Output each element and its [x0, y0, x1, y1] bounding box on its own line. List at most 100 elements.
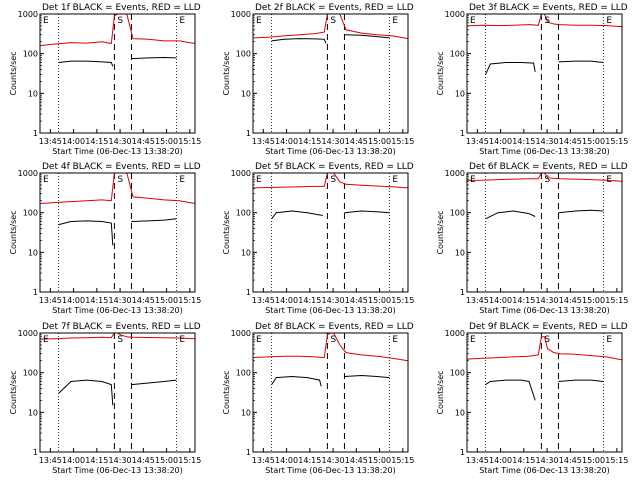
plot-area [467, 14, 622, 133]
x-tick-label: 15:00 [368, 137, 391, 146]
y-tick-label: 100 [23, 209, 38, 218]
series-events-line [271, 38, 327, 44]
x-tick-label: 15:15 [178, 296, 201, 305]
phase-marker-label: S [544, 175, 550, 185]
y-tick-label: 1000 [18, 329, 38, 338]
x-tick-label: 14:00 [275, 137, 298, 146]
x-tick-label: 14:15 [85, 137, 108, 146]
x-tick-label: 14:15 [512, 456, 535, 465]
x-tick-label: 14:45 [345, 296, 368, 305]
chart-title: Det 4f BLACK = Events, RED = LLD [42, 162, 201, 172]
axes-frame [466, 13, 623, 134]
x-tick-label: 15:00 [155, 137, 178, 146]
y-tick-label: 1 [33, 288, 38, 297]
series-lld-line [467, 173, 622, 182]
x-tick-label: 14:15 [85, 296, 108, 305]
chart-title: Det 3f BLACK = Events, RED = LLD [469, 3, 628, 13]
x-tick-label: 14:15 [85, 456, 108, 465]
y-tick-label: 1000 [445, 329, 465, 338]
y-axis-label: Counts/sec [222, 51, 231, 95]
phase-marker-label: E [470, 16, 476, 26]
y-tick-label: 1 [460, 288, 465, 297]
phase-marker-label: S [117, 175, 123, 185]
x-tick-label: 14:30 [109, 137, 132, 146]
x-tick-label: 15:15 [178, 456, 201, 465]
y-tick-label: 10 [455, 408, 465, 417]
x-tick-label: 14:45 [559, 296, 582, 305]
y-tick-label: 1000 [231, 10, 251, 19]
phase-marker-label: E [43, 16, 49, 26]
chart-title: Det 8f BLACK = Events, RED = LLD [255, 322, 414, 332]
x-tick-label: 14:15 [512, 137, 535, 146]
series-events-line [344, 374, 390, 379]
plot-area [467, 333, 622, 452]
phase-marker-label: S [330, 16, 336, 26]
phase-marker-label: E [256, 335, 262, 345]
x-tick-label: 13:45 [466, 137, 489, 146]
x-tick-label: 14:45 [345, 137, 368, 146]
x-axis-label: Start Time (06-Dec-13 13:38:20) [52, 147, 183, 156]
y-tick-label: 1 [33, 448, 38, 457]
series-lld-line [40, 333, 195, 340]
x-tick-label: 15:15 [391, 137, 414, 146]
x-tick-label: 13:45 [252, 137, 275, 146]
plot-area [253, 333, 408, 452]
y-tick-label: 10 [241, 408, 251, 417]
phase-marker-label: E [392, 175, 398, 185]
y-tick-label: 1000 [231, 329, 251, 338]
series-events-line [558, 209, 604, 214]
y-axis-label: Counts/sec [222, 370, 231, 414]
series-events-line [58, 60, 114, 67]
x-tick-label: 15:00 [368, 456, 391, 465]
y-tick-label: 10 [28, 408, 38, 417]
y-tick-label: 10 [241, 248, 251, 257]
phase-marker-label: E [43, 175, 49, 185]
x-tick-label: 14:15 [298, 456, 321, 465]
x-tick-label: 13:45 [466, 456, 489, 465]
y-tick-label: 1000 [18, 10, 38, 19]
x-tick-label: 15:15 [178, 137, 201, 146]
phase-marker-label: E [606, 335, 612, 345]
y-tick-label: 10 [455, 248, 465, 257]
y-axis-label: Counts/sec [9, 210, 18, 254]
x-tick-label: 15:00 [155, 456, 178, 465]
chart-title: Det 5f BLACK = Events, RED = LLD [255, 162, 414, 172]
series-events-line [344, 34, 390, 39]
chart-panel-3: Det 3f BLACK = Events, RED = LLD 1 10 100 10… [436, 3, 628, 156]
y-tick-label: 100 [450, 209, 465, 218]
y-tick-label: 100 [450, 369, 465, 378]
x-tick-label: 14:00 [275, 296, 298, 305]
chart-panel-4: Det 4f BLACK = Events, RED = LLD 1 10 100 10… [9, 162, 201, 315]
plot-area [467, 173, 622, 292]
x-tick-label: 14:45 [132, 296, 155, 305]
axes-frame [252, 172, 409, 293]
chart-panel-6: Det 6f BLACK = Events, RED = LLD 1 10 100 10… [436, 162, 628, 315]
x-tick-label: 13:45 [39, 137, 62, 146]
y-tick-label: 100 [236, 50, 251, 59]
phase-marker-label: E [392, 16, 398, 26]
y-axis-label: Counts/sec [222, 210, 231, 254]
y-tick-label: 100 [23, 50, 38, 59]
chart-title: Det 9f BLACK = Events, RED = LLD [469, 322, 628, 332]
phase-marker-label: E [392, 335, 398, 345]
series-events-line [131, 56, 177, 60]
phase-marker-label: E [606, 175, 612, 185]
x-tick-label: 14:30 [322, 137, 345, 146]
x-tick-label: 15:00 [582, 296, 605, 305]
y-tick-label: 10 [28, 89, 38, 98]
phase-marker-label: E [256, 175, 262, 185]
x-tick-label: 14:45 [559, 456, 582, 465]
x-tick-label: 13:45 [252, 456, 275, 465]
series-lld-line [253, 333, 408, 362]
y-tick-label: 1000 [445, 10, 465, 19]
x-tick-label: 14:30 [536, 456, 559, 465]
phase-marker-label: E [256, 16, 262, 26]
x-axis-label: Start Time (06-Dec-13 13:38:20) [479, 306, 610, 315]
chart-panel-9: Det 9f BLACK = Events, RED = LLD 1 10 100 10… [436, 322, 628, 475]
x-tick-label: 14:00 [62, 296, 85, 305]
series-events-line [131, 379, 177, 386]
x-axis-label: Start Time (06-Dec-13 13:38:20) [479, 466, 610, 475]
phase-marker-label: E [179, 175, 185, 185]
x-tick-label: 14:45 [132, 137, 155, 146]
